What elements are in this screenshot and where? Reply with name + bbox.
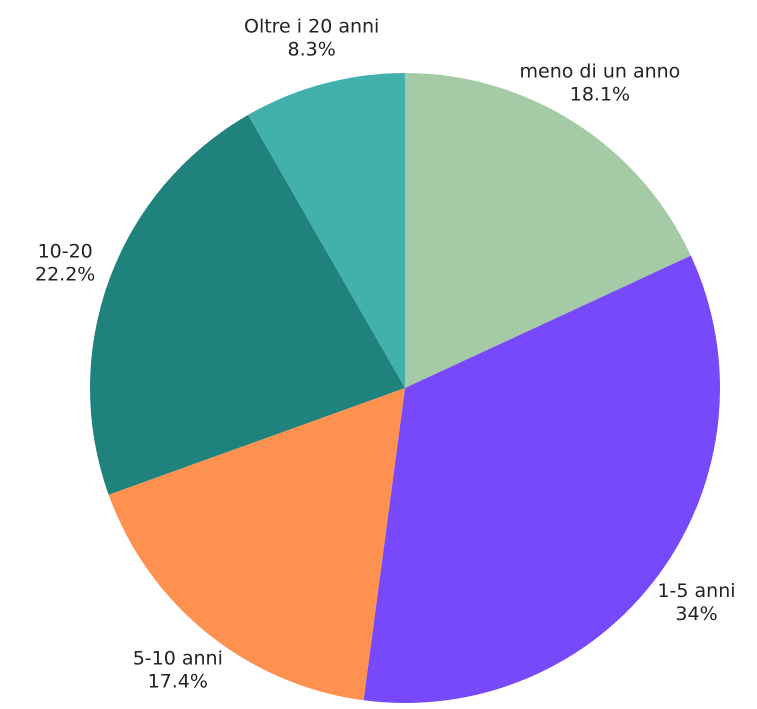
pie-slice: [248, 73, 405, 388]
slice-value-label: 8.3%: [288, 39, 336, 61]
slice-value-label: 34%: [675, 603, 717, 625]
pie-slice: [89, 114, 406, 495]
pie-slice: [363, 255, 720, 704]
slice-value-label: 18.1%: [570, 83, 630, 105]
slice-label: 10-20: [38, 241, 93, 263]
slice-label: meno di un anno: [520, 60, 681, 82]
pie-slice: [108, 388, 405, 701]
slice-value-label: 22.2%: [35, 264, 95, 286]
slice-value-label: 17.4%: [148, 670, 208, 692]
slice-label: Oltre i 20 anni: [244, 16, 379, 38]
pie-slice: [405, 73, 691, 388]
slice-label: 5-10 anni: [133, 647, 223, 669]
slice-label: 1-5 anni: [657, 580, 735, 602]
